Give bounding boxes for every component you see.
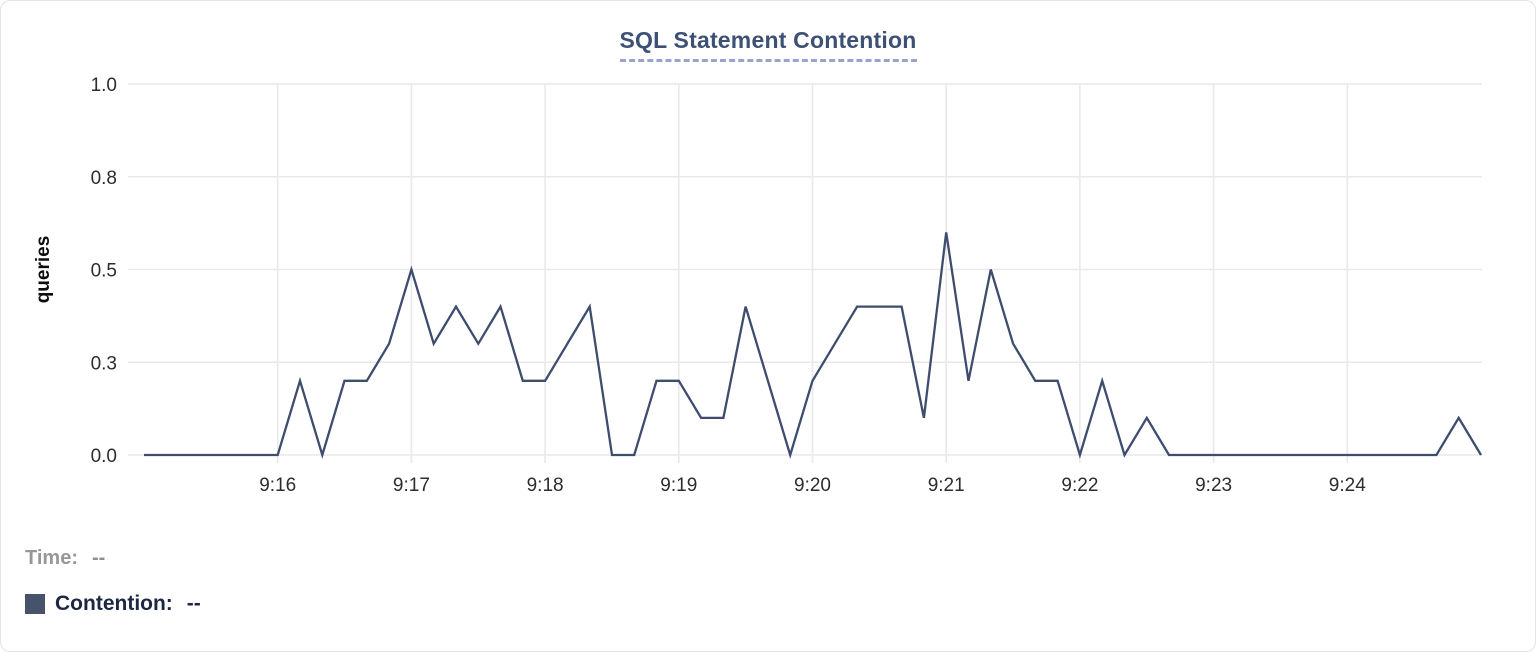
- contention-label: Contention:: [55, 592, 173, 615]
- y-tick-label: 0.8: [91, 168, 117, 189]
- chart-legend: Time: -- Contention: --: [25, 544, 201, 618]
- x-tick-label: 9:22: [1061, 475, 1098, 496]
- contention-value: --: [186, 592, 201, 615]
- chart-title-wrap: SQL Statement Contention: [1, 27, 1535, 62]
- time-value: --: [91, 546, 106, 569]
- x-tick-label: 9:19: [660, 475, 697, 496]
- contention-series-line: [144, 232, 1482, 460]
- y-axis-title: queries: [33, 236, 54, 304]
- x-tick-label: 9:18: [527, 475, 564, 496]
- x-tick-label: 9:23: [1195, 475, 1232, 496]
- y-tick-label: 0.0: [91, 446, 117, 467]
- y-tick-label: 1.0: [91, 75, 117, 96]
- y-tick-label: 0.3: [91, 353, 117, 374]
- x-tick-label: 9:24: [1329, 475, 1366, 496]
- legend-contention-row: Contention: --: [25, 590, 201, 618]
- chart-title[interactable]: SQL Statement Contention: [619, 27, 917, 62]
- x-tick-label: 9:16: [259, 475, 296, 496]
- legend-time-row: Time: --: [25, 544, 201, 572]
- y-tick-label: 0.5: [91, 261, 117, 282]
- x-tick-label: 9:20: [794, 475, 831, 496]
- time-label: Time:: [25, 546, 78, 569]
- contention-series-swatch: [25, 594, 45, 614]
- x-tick-label: 9:17: [393, 475, 430, 496]
- x-tick-label: 9:21: [928, 475, 965, 496]
- plot-area[interactable]: [128, 84, 1482, 455]
